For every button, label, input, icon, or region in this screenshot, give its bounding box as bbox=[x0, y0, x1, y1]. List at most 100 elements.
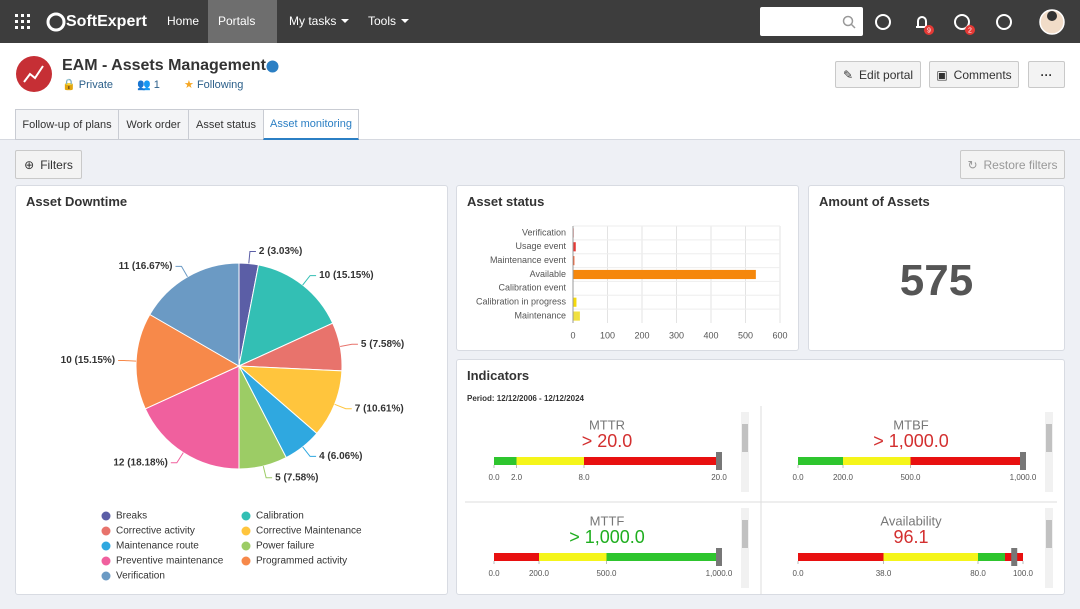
legend-swatch bbox=[101, 541, 111, 551]
button-label: Comments bbox=[953, 67, 1012, 82]
avatar[interactable] bbox=[1039, 9, 1065, 35]
restore-filters-button[interactable]: ↻ Restore filters bbox=[960, 150, 1065, 179]
leader-line bbox=[340, 343, 358, 347]
top-bar: SoftExpert Home Portals My tasks Tools 9… bbox=[0, 0, 1080, 43]
help-icon[interactable] bbox=[996, 14, 1012, 30]
more-button[interactable]: ··· bbox=[1028, 61, 1065, 88]
gauge-tick-label: 80.0 bbox=[970, 569, 986, 578]
legend-swatch bbox=[241, 526, 251, 536]
nav-item[interactable]: Tools bbox=[358, 0, 419, 43]
gauge-tick-label: 0.0 bbox=[488, 473, 500, 482]
leader-line bbox=[118, 360, 137, 362]
status-panel: Asset status 0 100 200 300 400 500 600 Verifica… bbox=[456, 185, 799, 351]
y-tick-label: Verification bbox=[522, 227, 566, 237]
legend-label: Preventive maintenance bbox=[116, 556, 224, 567]
tab[interactable]: Asset monitoring bbox=[263, 109, 359, 140]
amount-panel: Amount of Assets 575 bbox=[808, 185, 1065, 351]
bar bbox=[573, 242, 576, 252]
amount-value: 575 bbox=[899, 256, 974, 305]
y-tick-label: Maintenance event bbox=[490, 255, 567, 265]
brand-logo bbox=[46, 12, 66, 32]
filters-button[interactable]: ⊕ Filters bbox=[15, 150, 82, 179]
edit-portal-button[interactable]: ✎ Edit portal bbox=[835, 61, 921, 88]
bar bbox=[573, 297, 577, 307]
leader-line bbox=[302, 275, 317, 286]
legend-swatch bbox=[101, 556, 111, 566]
y-tick-label: Maintenance bbox=[514, 310, 566, 320]
add-icon[interactable] bbox=[875, 14, 891, 30]
y-tick-label: Calibration in progress bbox=[476, 297, 567, 307]
legend-label: Maintenance route bbox=[116, 541, 199, 552]
nav-item[interactable]: Home bbox=[167, 14, 200, 28]
portal-logo bbox=[16, 56, 52, 92]
leader-line bbox=[334, 403, 352, 410]
badge-count: 9 bbox=[927, 27, 931, 34]
gauge-band bbox=[516, 457, 584, 465]
gauge-band bbox=[606, 553, 719, 561]
portal-title: EAM - Assets Management bbox=[62, 57, 266, 74]
legend-swatch bbox=[241, 541, 251, 551]
legend-swatch bbox=[101, 571, 111, 581]
apps-icon[interactable] bbox=[14, 13, 32, 31]
pie-chart: 2 (3.03%) 10 (15.15%) 5 (7.58%) 7 (10.61%) 4… bbox=[61, 246, 405, 581]
bar-chart: 0 100 200 300 400 500 600 Verification Usage eve… bbox=[476, 225, 788, 340]
gauge-name: Availability bbox=[880, 513, 942, 528]
nav-label: Tools bbox=[368, 14, 397, 28]
gauge-band bbox=[843, 457, 911, 465]
info-icon[interactable] bbox=[266, 60, 279, 73]
gauge-tick-label: 500.0 bbox=[900, 473, 921, 482]
data-label: 10 (15.15%) bbox=[319, 270, 373, 281]
gauge-band bbox=[910, 457, 1023, 465]
x-tick-label: 500 bbox=[738, 330, 753, 340]
button-label: Restore filters bbox=[983, 157, 1058, 172]
gauge-tick-label: 2.0 bbox=[511, 473, 523, 482]
data-label: 2 (3.03%) bbox=[259, 246, 302, 257]
legend-swatch bbox=[101, 526, 111, 536]
panel-title: Asset status bbox=[467, 194, 545, 209]
privacy: 🔒 Private bbox=[62, 79, 114, 91]
search-box[interactable] bbox=[760, 7, 863, 36]
gauge-tick-label: 1,000.0 bbox=[1010, 473, 1037, 482]
gauge-tick-label: 38.0 bbox=[876, 569, 892, 578]
scroll-thumb bbox=[742, 424, 748, 452]
pie-slice bbox=[237, 365, 343, 435]
nav-item[interactable]: Portals bbox=[208, 0, 277, 43]
gauge-name: MTTF bbox=[590, 513, 625, 528]
panel-title: Indicators bbox=[467, 368, 530, 383]
panel-title: Amount of Assets bbox=[819, 194, 930, 209]
period-label: Period: bbox=[467, 394, 495, 403]
data-label: 10 (15.15%) bbox=[61, 355, 115, 366]
tasks-icon[interactable] bbox=[954, 14, 970, 30]
avatar-hair bbox=[1047, 11, 1057, 21]
scroll-thumb bbox=[1046, 424, 1052, 452]
gauge-name: MTTR bbox=[589, 417, 625, 432]
members[interactable]: 👥 1 bbox=[137, 79, 160, 91]
members-count: 1 bbox=[153, 79, 160, 91]
y-tick-label: Available bbox=[530, 269, 566, 279]
x-tick-label: 0 bbox=[570, 330, 575, 340]
privacy-label: Private bbox=[78, 79, 114, 91]
tab[interactable]: Work order bbox=[118, 109, 189, 140]
gauge-marker bbox=[1020, 452, 1026, 470]
legend-swatch bbox=[241, 511, 251, 521]
gauge-value: > 20.0 bbox=[582, 431, 633, 451]
gauge-band bbox=[883, 553, 978, 561]
nav-item[interactable]: My tasks bbox=[279, 0, 359, 43]
follow[interactable]: ★ Following bbox=[184, 79, 244, 91]
tab[interactable]: Asset status bbox=[188, 109, 264, 140]
y-tick-label: Calibration event bbox=[498, 283, 566, 293]
gauge-marker bbox=[716, 548, 722, 566]
comments-button[interactable]: ▣ Comments bbox=[929, 61, 1019, 88]
leader-line bbox=[170, 452, 184, 464]
x-tick-label: 600 bbox=[772, 330, 787, 340]
x-tick-label: 200 bbox=[634, 330, 649, 340]
gauge-band bbox=[798, 553, 884, 561]
legend-label: Power failure bbox=[256, 541, 315, 552]
period-value: 12/12/2006 - 12/12/2024 bbox=[496, 394, 584, 403]
gauge-band bbox=[494, 457, 517, 465]
bell-icon[interactable] bbox=[916, 16, 928, 28]
bar bbox=[573, 269, 756, 280]
tab[interactable]: Follow-up of plans bbox=[15, 109, 119, 140]
